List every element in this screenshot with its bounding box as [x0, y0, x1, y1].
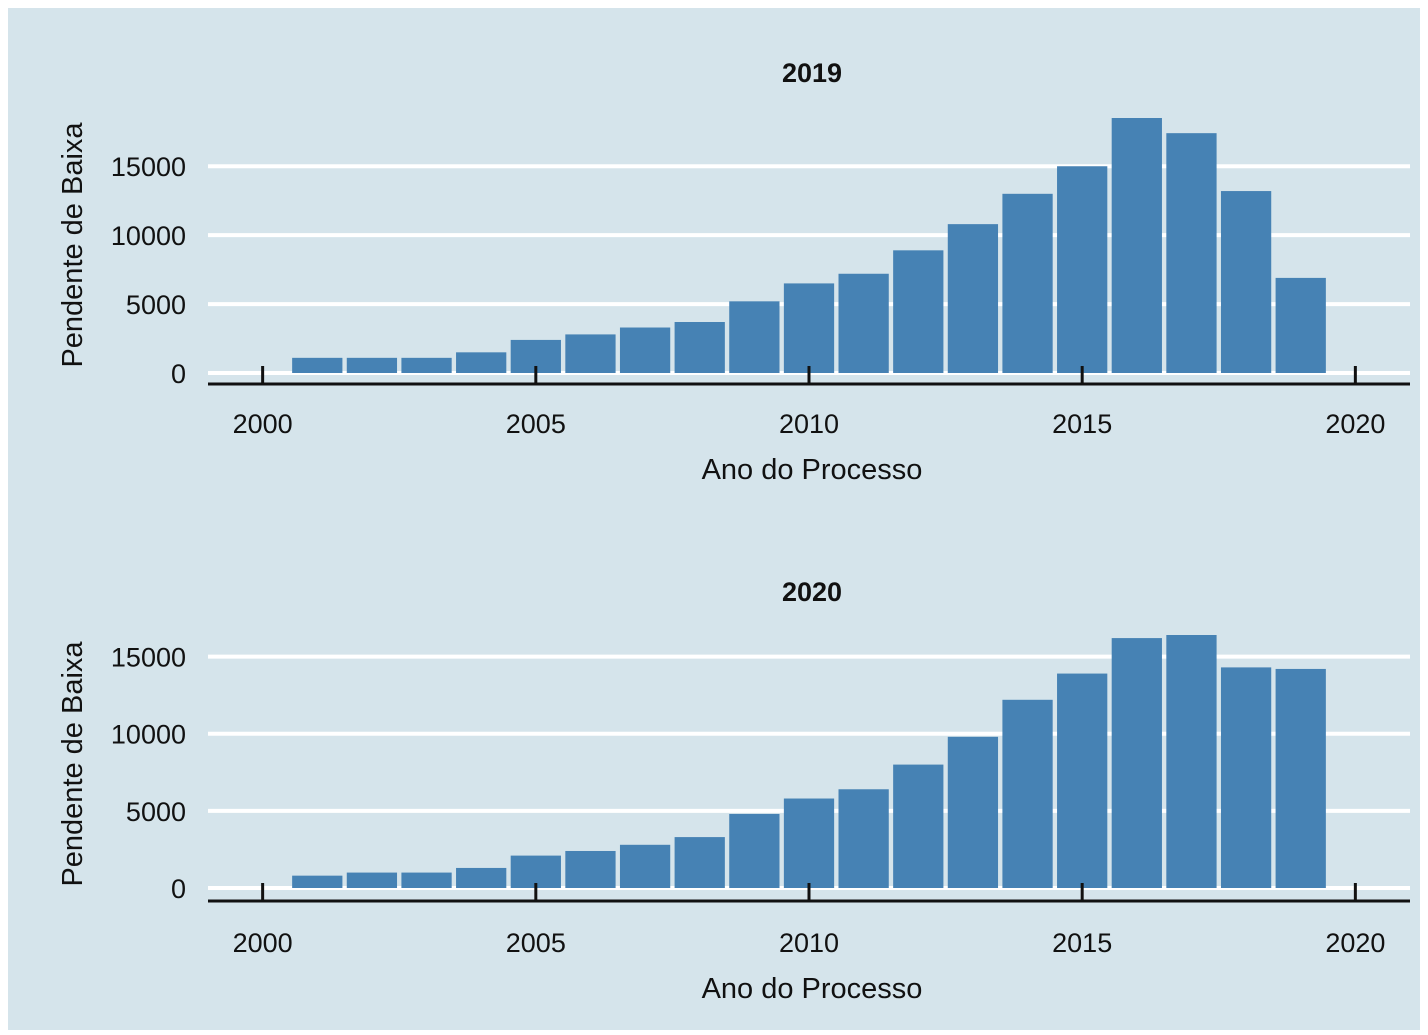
bar-2018 [1220, 191, 1272, 373]
y-tick-label: 5000 [126, 290, 186, 320]
x-tick-label: 2020 [1325, 409, 1385, 439]
y-tick-label: 10000 [111, 221, 186, 251]
bar-2015 [1057, 673, 1108, 888]
bar-2006 [565, 334, 616, 373]
y-tick-label: 5000 [126, 797, 186, 827]
bar-2004 [456, 867, 507, 888]
x-tick-label: 2005 [506, 409, 566, 439]
chart-title: 2020 [782, 577, 842, 607]
bar-2008 [674, 837, 725, 888]
bar-2011 [838, 789, 889, 888]
bar-2016 [1111, 118, 1162, 373]
x-tick-label: 2010 [779, 928, 839, 958]
y-tick-label: 0 [171, 359, 186, 389]
y-tick-label: 15000 [111, 152, 186, 182]
bar-2018 [1220, 667, 1272, 888]
x-tick-label: 2010 [779, 409, 839, 439]
bar-2013 [947, 736, 999, 888]
bar-2012 [893, 764, 944, 888]
y-tick-label: 15000 [111, 643, 186, 673]
bar-2008 [674, 322, 725, 373]
bar-2011 [838, 273, 889, 373]
y-tick-label: 10000 [111, 720, 186, 750]
bar-2007 [619, 327, 671, 373]
x-axis-title: Ano do Processo [702, 454, 923, 486]
x-tick-label: 2015 [1052, 409, 1112, 439]
y-axis-title: Pendente de Baixa [57, 122, 89, 368]
x-tick-label: 2020 [1325, 928, 1385, 958]
bar-2002 [346, 357, 398, 373]
bar-2006 [565, 850, 616, 888]
bar-2005 [510, 855, 561, 888]
y-tick-label: 0 [171, 874, 186, 904]
bar-2016 [1111, 638, 1162, 888]
bar-2017 [1166, 133, 1217, 373]
bar-2001 [292, 875, 343, 888]
bar-2010 [783, 798, 835, 888]
chart-title: 2019 [782, 58, 842, 88]
bar-2009 [729, 813, 780, 888]
x-axis-title: Ano do Processo [702, 973, 923, 1005]
bar-2004 [456, 352, 507, 373]
bar-2007 [619, 844, 671, 888]
bar-2009 [729, 301, 780, 373]
bar-2013 [947, 224, 999, 373]
chart-2020: 2020 Pendente de Baixa Ano do Processo 0… [57, 577, 1410, 1005]
bar-2017 [1166, 635, 1217, 888]
bar-2001 [292, 357, 343, 373]
bar-2015 [1057, 166, 1108, 373]
bar-2010 [783, 283, 835, 373]
x-tick-label: 2015 [1052, 928, 1112, 958]
bar-2019 [1275, 668, 1326, 888]
bar-2012 [893, 250, 944, 373]
chart-2019: 2019 Pendente de Baixa Ano do Processo 0… [57, 58, 1410, 486]
y-axis-title: Pendente de Baixa [57, 641, 89, 887]
bar-2003 [401, 357, 452, 373]
bar-2002 [346, 872, 398, 888]
bar-2019 [1275, 277, 1326, 373]
x-tick-label: 2000 [233, 409, 293, 439]
bar-2014 [1002, 193, 1053, 373]
bar-2003 [401, 872, 452, 888]
x-tick-label: 2000 [233, 928, 293, 958]
x-tick-label: 2005 [506, 928, 566, 958]
bar-2014 [1002, 699, 1053, 888]
